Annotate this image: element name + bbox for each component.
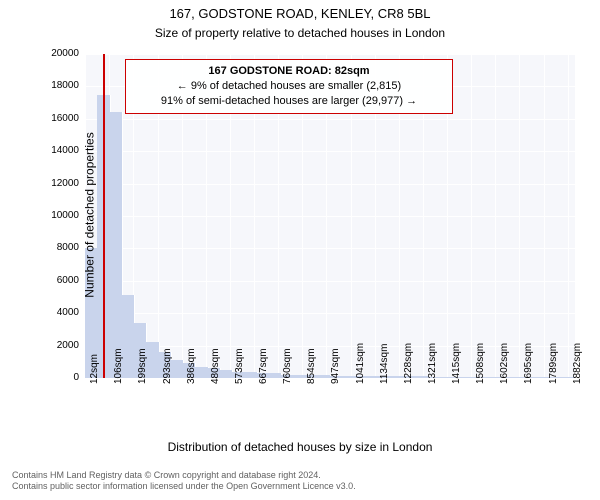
grid-v (544, 54, 545, 378)
x-tick-label: 1695sqm (523, 343, 534, 384)
histogram-bar (110, 112, 123, 378)
x-tick-label: 199sqm (137, 348, 148, 384)
x-tick-label: 1134sqm (379, 344, 390, 384)
grid-v (519, 54, 520, 378)
histogram-bar (244, 372, 257, 378)
x-tick-label: 480sqm (210, 348, 221, 384)
histogram-bar (146, 342, 159, 378)
license-text: Contains HM Land Registry data © Crown c… (12, 470, 356, 492)
y-tick-label: 12000 (35, 178, 79, 189)
x-tick-label: 573sqm (234, 348, 245, 384)
x-tick-label: 1415sqm (451, 343, 462, 384)
y-tick-label: 20000 (35, 48, 79, 59)
x-tick-label: 293sqm (162, 348, 173, 384)
y-tick-label: 6000 (35, 275, 79, 286)
y-tick-label: 10000 (35, 210, 79, 221)
y-tick-label: 0 (35, 372, 79, 383)
x-tick-label: 1508sqm (475, 343, 486, 384)
grid-v (495, 54, 496, 378)
grid-v (568, 54, 569, 378)
y-tick-label: 16000 (35, 113, 79, 124)
y-tick-label: 18000 (35, 80, 79, 91)
annotation-line-2: ← 9% of detached houses are smaller (2,8… (134, 79, 444, 94)
x-tick-label: 1789sqm (548, 343, 559, 384)
x-tick-label: 1321sqm (427, 343, 438, 384)
grid-v (471, 54, 472, 378)
license-line-1: Contains HM Land Registry data © Crown c… (12, 470, 356, 481)
x-tick-label: 12sqm (89, 354, 100, 384)
x-tick-label: 667sqm (258, 348, 269, 384)
x-tick-label: 1228sqm (403, 343, 414, 384)
annotation-box: 167 GODSTONE ROAD: 82sqm ← 9% of detache… (125, 59, 453, 114)
annotation-line-3: 91% of semi-detached houses are larger (… (134, 94, 444, 109)
histogram-bar (293, 375, 306, 378)
histogram-bar (269, 373, 282, 378)
page-root: { "title_main": "167, GODSTONE ROAD, KEN… (0, 0, 600, 500)
x-tick-label: 1602sqm (499, 343, 510, 384)
y-tick-label: 14000 (35, 145, 79, 156)
y-tick-label: 2000 (35, 340, 79, 351)
histogram-bar (195, 367, 208, 378)
x-tick-label: 947sqm (330, 348, 341, 384)
annotation-line-1: 167 GODSTONE ROAD: 82sqm (134, 64, 444, 79)
license-line-2: Contains public sector information licen… (12, 481, 356, 492)
y-axis-label: Number of detached properties (83, 132, 97, 297)
reference-marker (103, 54, 105, 378)
page-title: 167, GODSTONE ROAD, KENLEY, CR8 5BL (0, 6, 600, 21)
x-tick-label: 1882sqm (572, 343, 583, 384)
page-subtitle: Size of property relative to detached ho… (0, 26, 600, 40)
x-axis-label: Distribution of detached houses by size … (0, 440, 600, 454)
x-tick-label: 1041sqm (355, 343, 366, 384)
histogram-bar (367, 376, 380, 378)
histogram-bar (220, 370, 233, 378)
histogram-bar (318, 375, 331, 378)
x-tick-label: 854sqm (306, 348, 317, 384)
x-tick-label: 106sqm (113, 348, 124, 384)
y-tick-label: 4000 (35, 307, 79, 318)
x-tick-label: 386sqm (186, 348, 197, 384)
histogram-bar (342, 376, 355, 378)
x-tick-label: 760sqm (282, 348, 293, 384)
y-tick-label: 8000 (35, 242, 79, 253)
